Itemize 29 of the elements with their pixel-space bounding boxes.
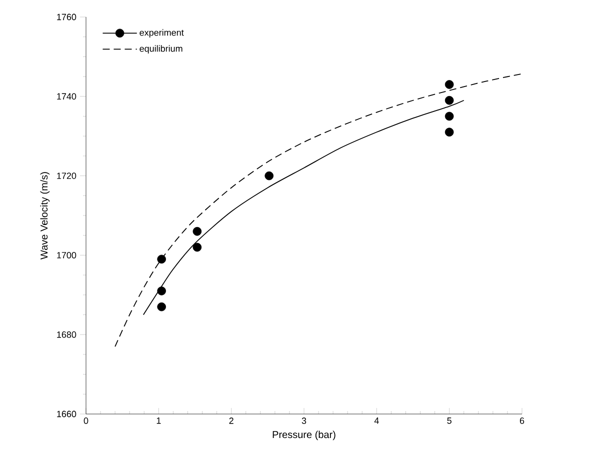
- point: [444, 112, 454, 121]
- y-tick-label: 1660: [57, 410, 76, 418]
- legend-label: experiment: [140, 29, 184, 38]
- point: [444, 128, 454, 137]
- x-tick-label: 0: [84, 418, 88, 424]
- point: [157, 254, 166, 264]
- point: [444, 96, 454, 105]
- y-tick-label: 1700: [57, 252, 76, 258]
- point: [444, 80, 454, 89]
- x-tick-label: 5: [447, 418, 452, 424]
- point: [157, 286, 166, 296]
- point: [157, 302, 166, 312]
- line-series: [114, 73, 522, 347]
- x-tick-label: 4: [374, 418, 379, 424]
- y-tick-label: 1680: [57, 331, 76, 338]
- legend-label: equilibrium: [140, 45, 182, 54]
- x-tick-label: 6: [520, 418, 524, 424]
- x-axis-title: Pressure (bar): [272, 430, 336, 440]
- y-tick-label: 1720: [57, 172, 76, 179]
- x-tick-label: 3: [302, 418, 306, 424]
- y-tick-label: 1760: [57, 14, 76, 20]
- y-tick-label: 1740: [57, 93, 76, 100]
- point: [192, 242, 202, 252]
- y-axis-title: Wave Velocity (m/s): [40, 172, 50, 260]
- point: [264, 171, 274, 180]
- point: [192, 226, 202, 236]
- line-series: [142, 100, 464, 316]
- x-tick-label: 2: [229, 418, 234, 424]
- x-tick-label: 1: [156, 418, 161, 424]
